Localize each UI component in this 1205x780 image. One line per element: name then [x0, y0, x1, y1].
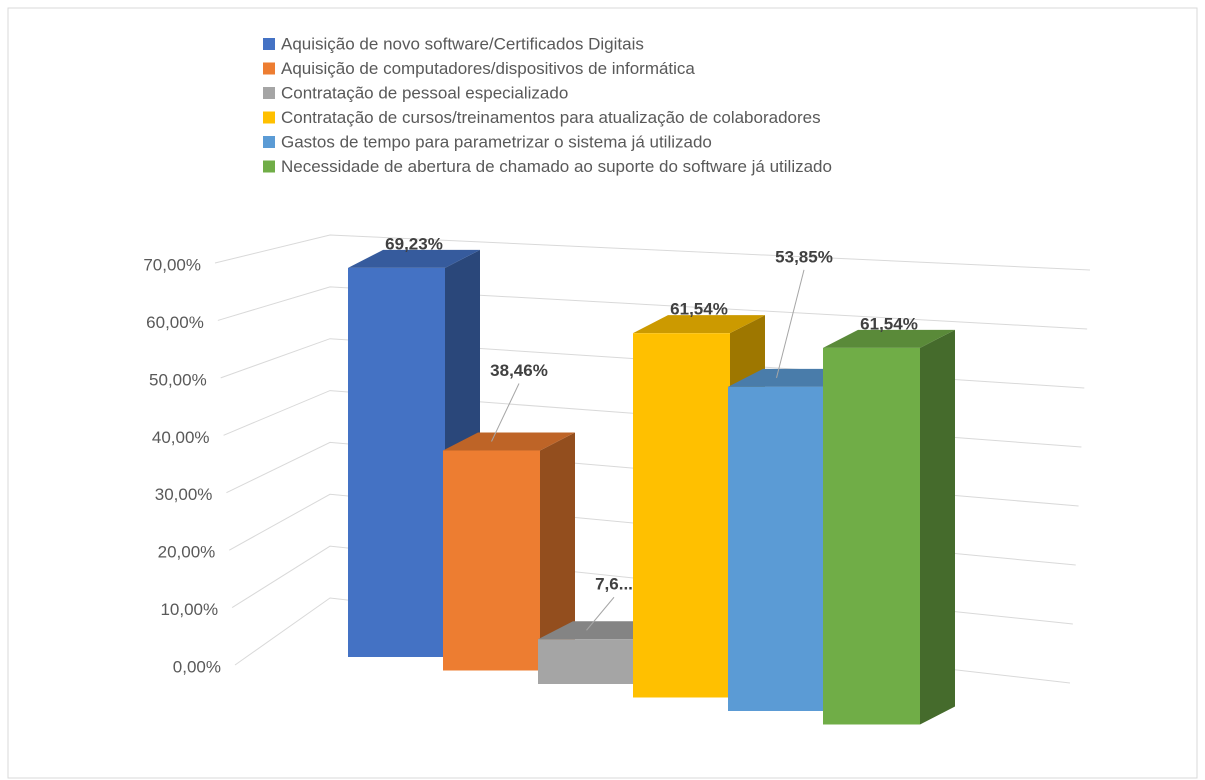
grid-line [214, 234, 1091, 271]
bar-top [443, 432, 575, 451]
leader-line [586, 596, 615, 631]
legend-swatch [263, 136, 275, 148]
bar [538, 639, 635, 684]
legend-label: Aquisição de computadores/dispositivos d… [281, 59, 695, 78]
data-label: 38,46% [490, 361, 548, 380]
bar [348, 267, 445, 657]
legend-label: Gastos de tempo para parametrizar o sist… [281, 132, 712, 151]
bar [633, 333, 730, 698]
legend-label: Aquisição de novo software/Certificados … [281, 34, 644, 53]
y-tick-label: 40,00% [152, 428, 210, 447]
legend-label: Contratação de cursos/treinamentos para … [281, 108, 821, 127]
bar-top [823, 329, 955, 348]
legend-label: Contratação de pessoal especializado [281, 83, 568, 102]
y-tick-label: 10,00% [160, 600, 218, 619]
legend-swatch [263, 62, 275, 75]
legend-swatch [263, 111, 275, 124]
grid-line [217, 286, 1088, 330]
leader-line [776, 269, 805, 378]
y-tick-label: 20,00% [158, 543, 216, 562]
bar [823, 347, 920, 725]
data-label: 7,6... [595, 575, 633, 594]
bar [728, 386, 825, 711]
y-tick-label: 30,00% [155, 485, 213, 504]
bar-side [920, 329, 955, 725]
data-label: 61,54% [860, 314, 918, 333]
data-label: 53,85% [775, 247, 833, 266]
legend-swatch [263, 160, 275, 173]
legend-swatch [263, 87, 275, 99]
legend-label: Necessidade de abertura de chamado ao su… [281, 157, 832, 176]
bar-top [348, 249, 480, 268]
y-tick-label: 60,00% [146, 313, 204, 332]
data-label: 69,23% [385, 234, 443, 253]
y-tick-label: 50,00% [149, 370, 207, 389]
bar-top [633, 315, 765, 334]
bar [443, 450, 540, 671]
y-tick-label: 70,00% [143, 255, 201, 274]
legend-swatch [263, 38, 275, 50]
y-tick-label: 0,00% [173, 657, 221, 676]
data-label: 61,54% [670, 300, 728, 319]
bar-side [540, 432, 575, 671]
leader-line [491, 383, 520, 442]
